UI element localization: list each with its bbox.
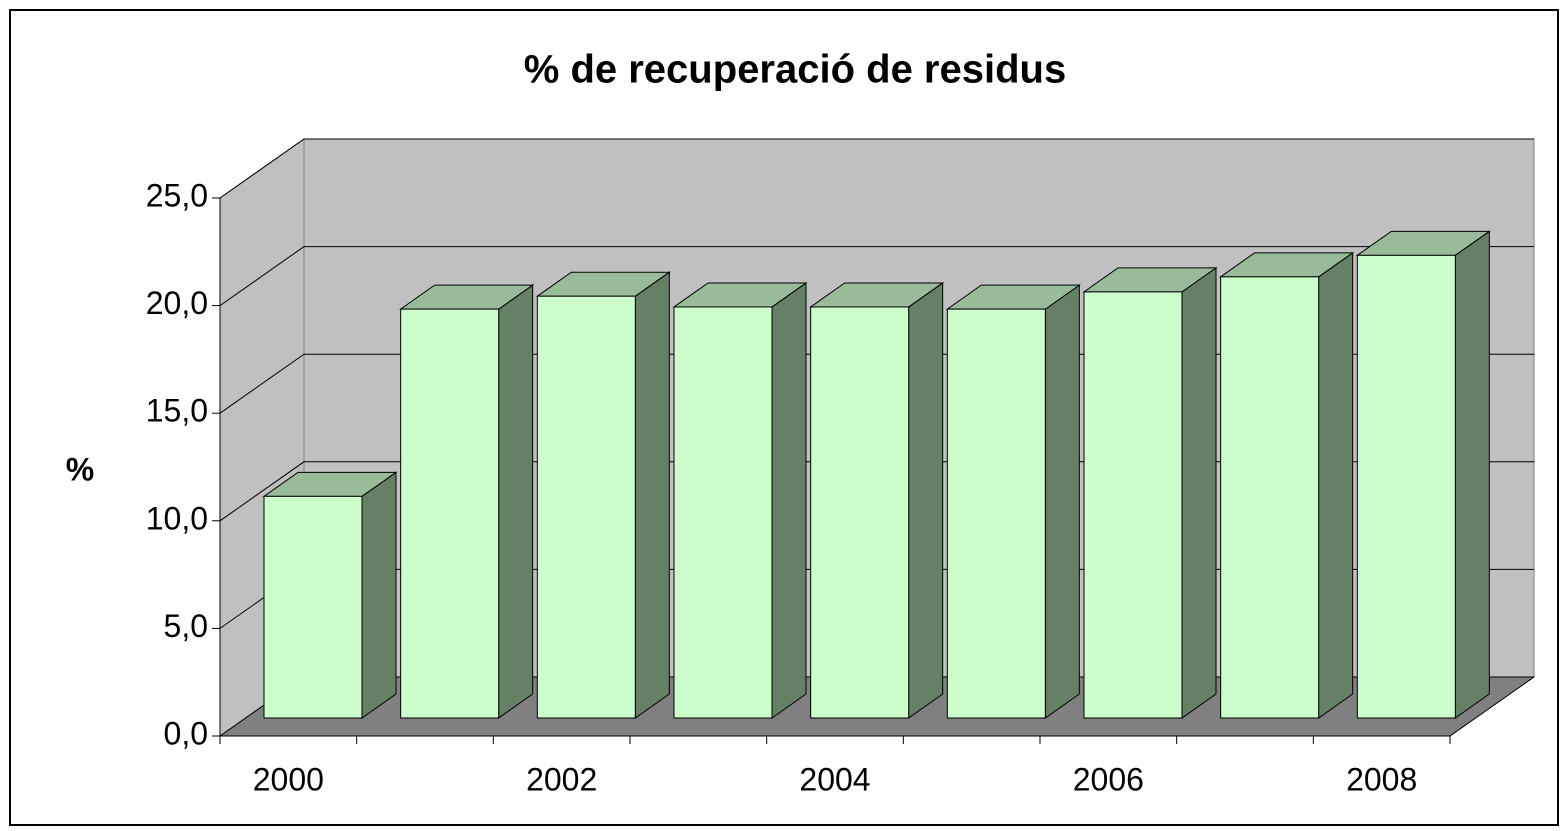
y-tick-label: 5,0 [164,608,208,644]
bar-side [498,284,534,719]
grid-line [219,246,1534,307]
x-tick-label: 2004 [799,761,870,797]
bar [1220,276,1320,719]
floor-edge [1449,676,1535,737]
bar-side [771,282,807,719]
y-axis-label: % [66,451,94,487]
bar-side [1318,251,1354,719]
bar-side [634,271,670,719]
bar [673,306,773,719]
bar [263,495,363,719]
chart-title: % de recuperació de residus [524,48,1066,92]
x-tick-label: 2002 [526,761,597,797]
bar-side [908,282,944,719]
y-tick-label: 10,0 [146,500,208,536]
bar [810,306,910,719]
bar [1356,254,1456,719]
bar [946,308,1046,719]
bar [400,308,500,719]
bar [1083,291,1183,719]
bar-side [361,471,397,719]
y-tick-label: 0,0 [164,715,208,751]
x-tick-label: 2006 [1073,761,1144,797]
grid-line [219,138,1534,199]
x-tick-label: 2008 [1346,761,1417,797]
bar-side [1181,266,1217,719]
y-tick-label: 20,0 [146,285,208,321]
x-tick-label: 2000 [253,761,324,797]
bar-side [1454,230,1490,719]
y-tick-label: 25,0 [146,177,208,213]
y-tick-label: 15,0 [146,393,208,429]
bar [536,295,636,719]
bar-side [1044,284,1080,719]
